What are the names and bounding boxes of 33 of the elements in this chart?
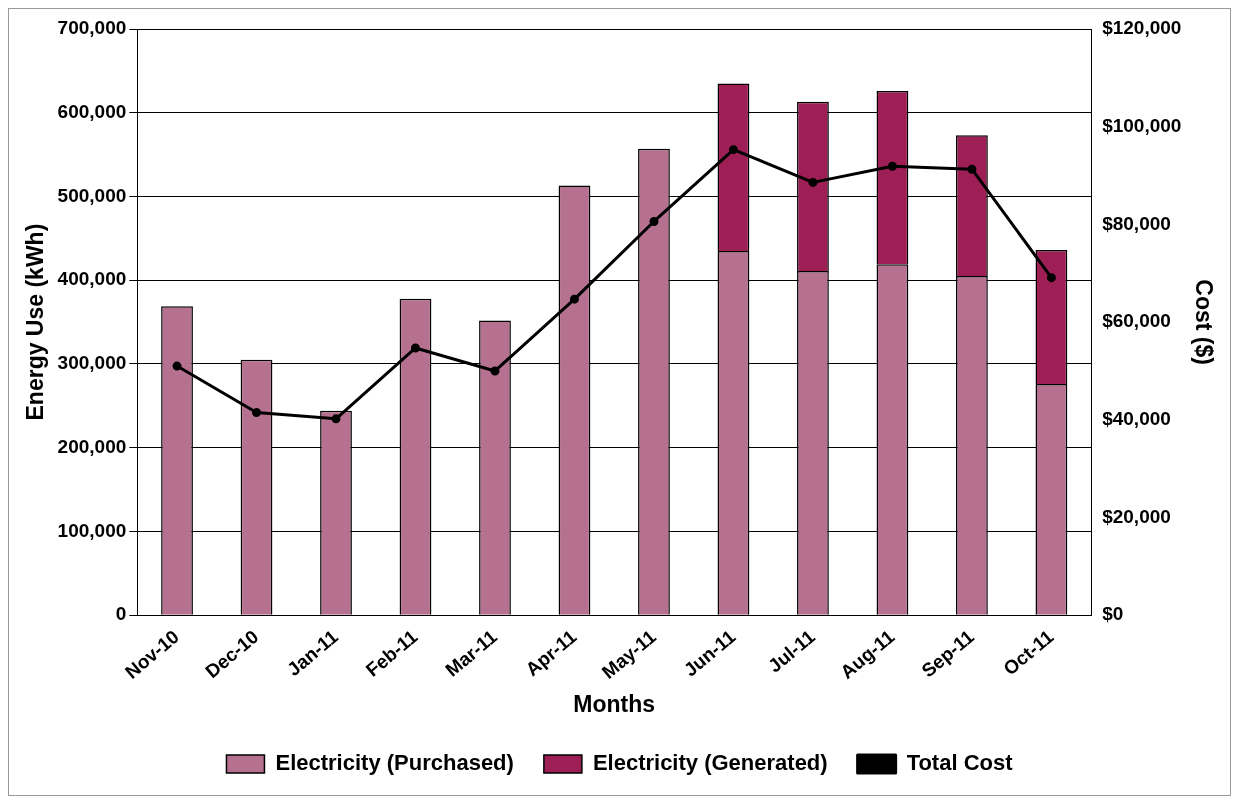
y-tick-label: 200,000 — [57, 435, 127, 457]
point — [728, 145, 738, 155]
y-tick-label: 700,000 — [57, 17, 127, 39]
legend-label: Electricity (Generated) — [592, 750, 828, 776]
y2-tick-label: $120,000 — [1102, 17, 1182, 39]
y-axis-title: Energy Use (kWh) — [22, 223, 49, 421]
point — [331, 414, 341, 424]
point — [490, 366, 500, 376]
point — [967, 164, 977, 174]
point — [252, 407, 262, 417]
y-tick-label: 600,000 — [57, 100, 127, 122]
y2-axis-title: Cost ($) — [1190, 279, 1217, 365]
legend-label: Total Cost — [906, 750, 1014, 776]
point — [1046, 273, 1056, 283]
y2-tick-label: $20,000 — [1102, 505, 1171, 527]
y2-tick-label: $80,000 — [1102, 212, 1171, 234]
y2-tick-label: $100,000 — [1102, 114, 1182, 136]
point — [887, 161, 897, 171]
y-tick-label: 300,000 — [57, 352, 127, 374]
y2-tick-label: $0 — [1102, 603, 1124, 625]
y-tick-label: 100,000 — [57, 519, 127, 541]
y-tick-label: 0 — [115, 603, 127, 625]
y-tick-label: 500,000 — [57, 184, 127, 206]
x-axis-title: Months — [573, 690, 656, 717]
y2-tick-label: $40,000 — [1102, 408, 1171, 430]
point — [649, 216, 659, 226]
point — [410, 343, 420, 353]
point — [808, 177, 818, 187]
y-tick-label: 400,000 — [57, 268, 127, 290]
y2-tick-label: $60,000 — [1102, 310, 1171, 332]
legend-label: Electricity (Purchased) — [275, 750, 514, 776]
point — [172, 361, 182, 371]
point — [569, 294, 579, 304]
